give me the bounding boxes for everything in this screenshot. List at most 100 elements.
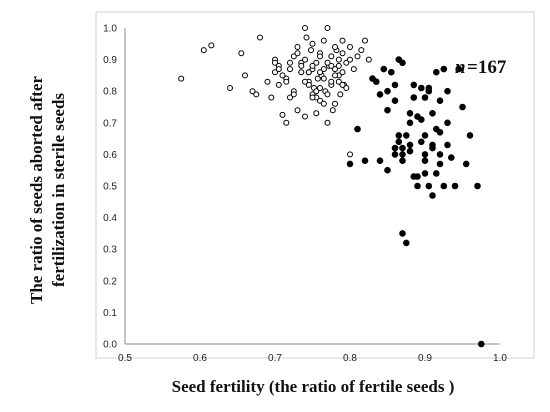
open-data-point xyxy=(294,107,301,114)
open-data-point xyxy=(337,91,344,98)
y-tick-label: 0.9 xyxy=(103,55,117,66)
filled-data-point xyxy=(406,141,414,149)
open-data-point xyxy=(279,111,286,118)
filled-data-point xyxy=(429,110,436,117)
open-data-point xyxy=(290,53,297,60)
y-tick-label: 0.6 xyxy=(103,150,117,161)
open-data-point xyxy=(302,78,308,85)
filled-data-point xyxy=(380,65,388,73)
filled-data-point xyxy=(436,151,444,158)
filled-data-point xyxy=(451,182,459,190)
open-data-point xyxy=(264,78,271,85)
open-data-point xyxy=(324,59,331,66)
open-circle-series xyxy=(178,25,372,158)
filled-data-point xyxy=(462,160,470,168)
filled-data-point xyxy=(376,157,384,164)
y-tick-label: 0.3 xyxy=(103,245,117,256)
filled-data-point xyxy=(421,157,429,164)
filled-data-point xyxy=(384,166,391,174)
filled-data-point xyxy=(444,141,451,149)
filled-data-point xyxy=(429,192,436,199)
open-data-point xyxy=(294,50,301,57)
open-data-point xyxy=(302,113,308,120)
filled-data-point xyxy=(455,65,463,73)
filled-data-point xyxy=(410,94,418,101)
open-data-point xyxy=(283,119,290,126)
open-data-point xyxy=(272,59,278,66)
filled-data-point xyxy=(421,151,429,158)
open-data-point xyxy=(335,62,342,69)
open-data-point xyxy=(309,40,316,47)
filled-data-point xyxy=(391,97,399,104)
open-data-point xyxy=(290,91,297,98)
y-tick-label: 1.0 xyxy=(103,24,117,35)
open-data-point xyxy=(272,69,278,76)
open-data-point xyxy=(313,59,320,66)
open-data-point xyxy=(332,66,338,73)
open-data-point xyxy=(343,85,350,91)
filled-data-point xyxy=(395,138,403,146)
open-data-point xyxy=(358,47,365,54)
filled-data-point xyxy=(346,160,354,168)
x-tick-label: 0.9 xyxy=(418,353,432,364)
filled-data-point xyxy=(414,182,421,190)
filled-data-point xyxy=(421,170,429,177)
open-data-point xyxy=(308,47,314,54)
open-data-point xyxy=(347,151,353,158)
open-data-point xyxy=(339,37,346,44)
filled-data-point xyxy=(391,81,399,89)
filled-data-point xyxy=(421,94,429,101)
open-data-point xyxy=(249,88,256,95)
annotation-value: =167 xyxy=(467,57,507,78)
open-data-point xyxy=(324,91,331,98)
filled-data-point xyxy=(425,182,433,190)
x-tick-label: 0.7 xyxy=(268,353,282,364)
open-data-point xyxy=(317,97,323,104)
open-data-point xyxy=(328,78,335,85)
open-data-point xyxy=(343,59,350,66)
filled-data-point xyxy=(418,116,425,123)
open-data-point xyxy=(320,66,327,73)
y-axis-title-line1: The ratio of seeds aborted after xyxy=(27,76,46,304)
x-tick-labels: 0.5 0.6 0.7 0.8 0.9 1.0 xyxy=(118,353,507,364)
open-data-point xyxy=(287,59,293,66)
open-data-point xyxy=(283,78,290,85)
open-data-point xyxy=(335,56,342,63)
filled-data-point xyxy=(474,182,481,190)
open-data-point xyxy=(317,69,323,76)
open-data-point xyxy=(257,34,263,41)
x-tick-label: 0.6 xyxy=(193,353,207,364)
filled-data-point xyxy=(433,68,440,76)
y-tick-label: 0.4 xyxy=(103,213,117,224)
open-data-point xyxy=(227,85,233,91)
open-data-point xyxy=(339,69,346,76)
open-data-point xyxy=(208,42,215,49)
open-data-point xyxy=(313,110,320,117)
y-tick-labels: 0.0 0.1 0.2 0.3 0.4 0.5 0.6 0.7 0.8 0.9 1.0 xyxy=(103,24,117,351)
open-data-point xyxy=(303,34,310,41)
open-data-point xyxy=(350,66,357,73)
filled-data-point xyxy=(399,230,406,237)
open-data-point xyxy=(309,94,316,101)
y-tick-label: 0.8 xyxy=(103,87,117,98)
open-data-point xyxy=(253,91,260,98)
open-data-point xyxy=(347,56,353,63)
open-data-point xyxy=(309,62,316,69)
filled-data-point xyxy=(403,239,410,247)
open-data-point xyxy=(302,25,308,31)
y-tick-label: 0.2 xyxy=(103,276,117,287)
open-data-point xyxy=(320,100,327,107)
filled-data-point xyxy=(478,340,485,348)
open-data-point xyxy=(335,78,342,85)
open-data-point xyxy=(305,69,312,76)
y-axis-title-line2: fertilization in sterile seeds xyxy=(49,93,68,287)
filled-data-point xyxy=(421,132,429,139)
y-tick-label: 0.1 xyxy=(103,308,117,319)
open-data-point xyxy=(332,100,338,107)
y-tick-label: 0.7 xyxy=(103,118,117,129)
open-data-point xyxy=(298,69,305,76)
open-data-point xyxy=(362,37,368,44)
filled-data-point xyxy=(399,144,406,152)
open-data-point xyxy=(328,62,335,69)
